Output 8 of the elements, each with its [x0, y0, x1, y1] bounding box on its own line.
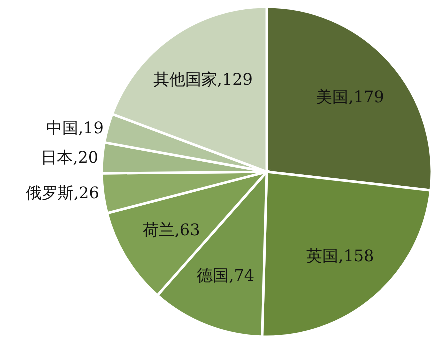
slice-label: 英国,158 [306, 246, 374, 266]
slice-label: 中国,19 [46, 118, 104, 138]
slice-label: 日本,20 [41, 148, 99, 168]
slice-label: 德国,74 [197, 266, 255, 286]
slice-label: 美国,179 [316, 87, 384, 106]
slice-label: 荷兰,63 [142, 220, 200, 240]
slice-label: 俄罗斯,26 [26, 184, 100, 203]
slice-label: 其他国家,129 [153, 70, 253, 89]
